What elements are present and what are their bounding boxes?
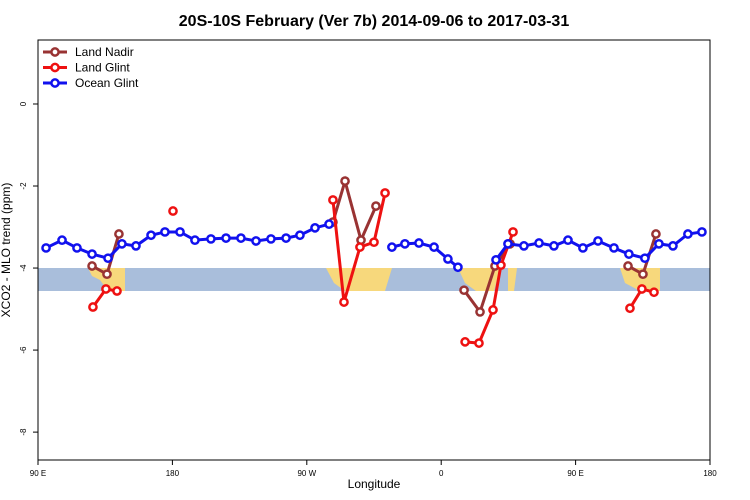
point bbox=[101, 284, 111, 294]
point bbox=[57, 235, 67, 246]
point bbox=[103, 253, 113, 264]
legend-marker bbox=[50, 47, 60, 57]
y-axis-label: XCO2 - MLO trend (ppm) bbox=[0, 183, 13, 318]
point bbox=[114, 229, 124, 239]
point bbox=[112, 286, 122, 296]
x-tick-label: 90 W bbox=[297, 469, 316, 478]
y-tick-label: -4 bbox=[19, 264, 28, 272]
point bbox=[310, 223, 320, 233]
point bbox=[609, 243, 619, 253]
point bbox=[251, 236, 261, 246]
point bbox=[563, 235, 573, 246]
point bbox=[146, 230, 156, 241]
legend-label: Ocean Glint bbox=[75, 76, 139, 90]
point bbox=[649, 287, 659, 298]
point bbox=[355, 242, 365, 252]
legend-marker bbox=[50, 62, 60, 73]
point bbox=[87, 249, 97, 259]
y-tick-label: 0 bbox=[19, 101, 28, 106]
point bbox=[683, 229, 693, 239]
x-tick-label: 0 bbox=[439, 469, 444, 478]
point bbox=[380, 188, 390, 198]
point bbox=[221, 233, 231, 243]
legend-label: Land Glint bbox=[75, 61, 130, 75]
x-tick-label: 90 E bbox=[30, 469, 46, 478]
point bbox=[369, 237, 379, 248]
point bbox=[651, 229, 661, 239]
point bbox=[474, 338, 484, 348]
x-tick-label: 180 bbox=[166, 469, 180, 478]
point bbox=[491, 254, 501, 265]
point bbox=[324, 219, 334, 230]
point bbox=[429, 242, 439, 252]
x-tick-label: 180 bbox=[703, 469, 717, 478]
point bbox=[460, 337, 470, 347]
point bbox=[236, 233, 246, 243]
point bbox=[102, 269, 112, 280]
point bbox=[578, 243, 588, 253]
point bbox=[340, 176, 350, 186]
point bbox=[266, 234, 276, 244]
point bbox=[117, 238, 127, 249]
point bbox=[72, 243, 82, 253]
point bbox=[295, 230, 305, 241]
point bbox=[387, 242, 397, 252]
point bbox=[488, 305, 498, 315]
point bbox=[88, 302, 98, 312]
point bbox=[593, 236, 603, 246]
point bbox=[668, 241, 678, 251]
point bbox=[503, 238, 513, 249]
point bbox=[549, 241, 559, 251]
point bbox=[459, 285, 469, 296]
point bbox=[206, 234, 216, 244]
point bbox=[697, 227, 707, 237]
point bbox=[640, 253, 650, 264]
point bbox=[508, 227, 518, 237]
point bbox=[190, 235, 200, 246]
point bbox=[534, 238, 544, 248]
point bbox=[328, 195, 338, 205]
point bbox=[637, 284, 647, 294]
point bbox=[519, 241, 529, 251]
point bbox=[41, 243, 51, 253]
point bbox=[371, 201, 381, 211]
legend-label: Land Nadir bbox=[75, 45, 134, 59]
point bbox=[475, 307, 485, 317]
point bbox=[168, 206, 178, 216]
point bbox=[625, 303, 635, 314]
point bbox=[175, 227, 185, 237]
y-tick-label: -2 bbox=[19, 182, 28, 190]
point bbox=[453, 262, 463, 273]
point bbox=[160, 227, 170, 237]
x-axis-label: Longitude bbox=[348, 477, 401, 491]
legend-marker bbox=[50, 78, 60, 88]
point bbox=[624, 249, 634, 259]
point bbox=[339, 297, 349, 307]
point bbox=[654, 238, 664, 249]
point bbox=[87, 261, 97, 271]
plot-frame bbox=[37, 39, 711, 461]
point bbox=[623, 261, 633, 271]
y-tick-label: -6 bbox=[19, 346, 28, 354]
point bbox=[414, 238, 424, 248]
point bbox=[638, 269, 648, 280]
point bbox=[443, 254, 453, 264]
y-tick-label: -8 bbox=[19, 428, 28, 436]
chart-title: 20S-10S February (Ver 7b) 2014-09-06 to … bbox=[179, 13, 570, 30]
point bbox=[400, 238, 410, 249]
x-tick-label: 90 E bbox=[567, 469, 583, 478]
point bbox=[281, 233, 291, 243]
point bbox=[131, 241, 141, 251]
